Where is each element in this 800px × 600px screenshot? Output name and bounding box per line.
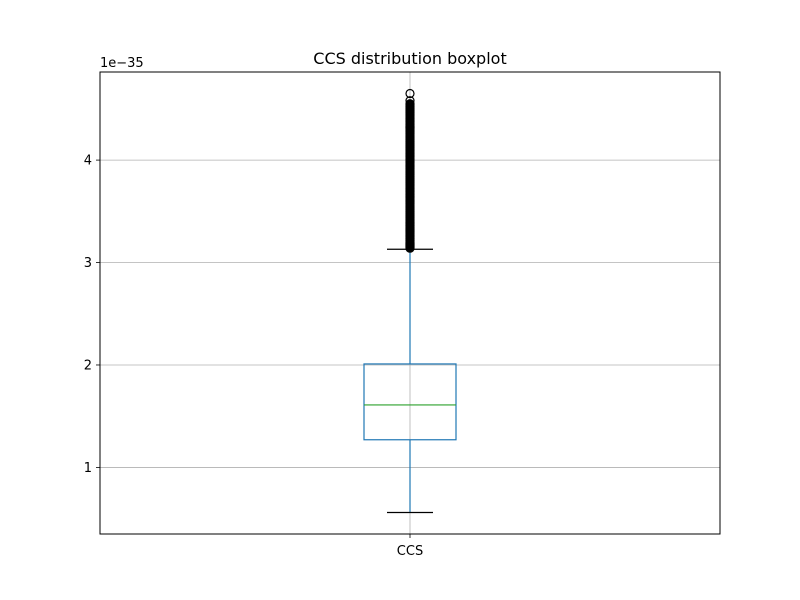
outlier-point [405, 88, 415, 99]
y-tick-label: 4 [84, 154, 92, 169]
y-tick-label: 2 [84, 358, 92, 373]
y-tick-label: 3 [84, 256, 92, 271]
outlier-point [405, 99, 415, 109]
outlier-points [405, 88, 415, 253]
outlier-point [405, 96, 415, 106]
y-axis-offset-label: 1e−35 [100, 56, 144, 71]
y-axis-ticks: 1 2 3 4 [84, 154, 100, 476]
x-axis-ticks: CCS [397, 534, 423, 559]
y-tick-label: 1 [84, 461, 92, 476]
x-tick-label: CCS [397, 544, 423, 559]
iqr-box [363, 363, 457, 441]
chart-title: CCS distribution boxplot [313, 49, 506, 68]
